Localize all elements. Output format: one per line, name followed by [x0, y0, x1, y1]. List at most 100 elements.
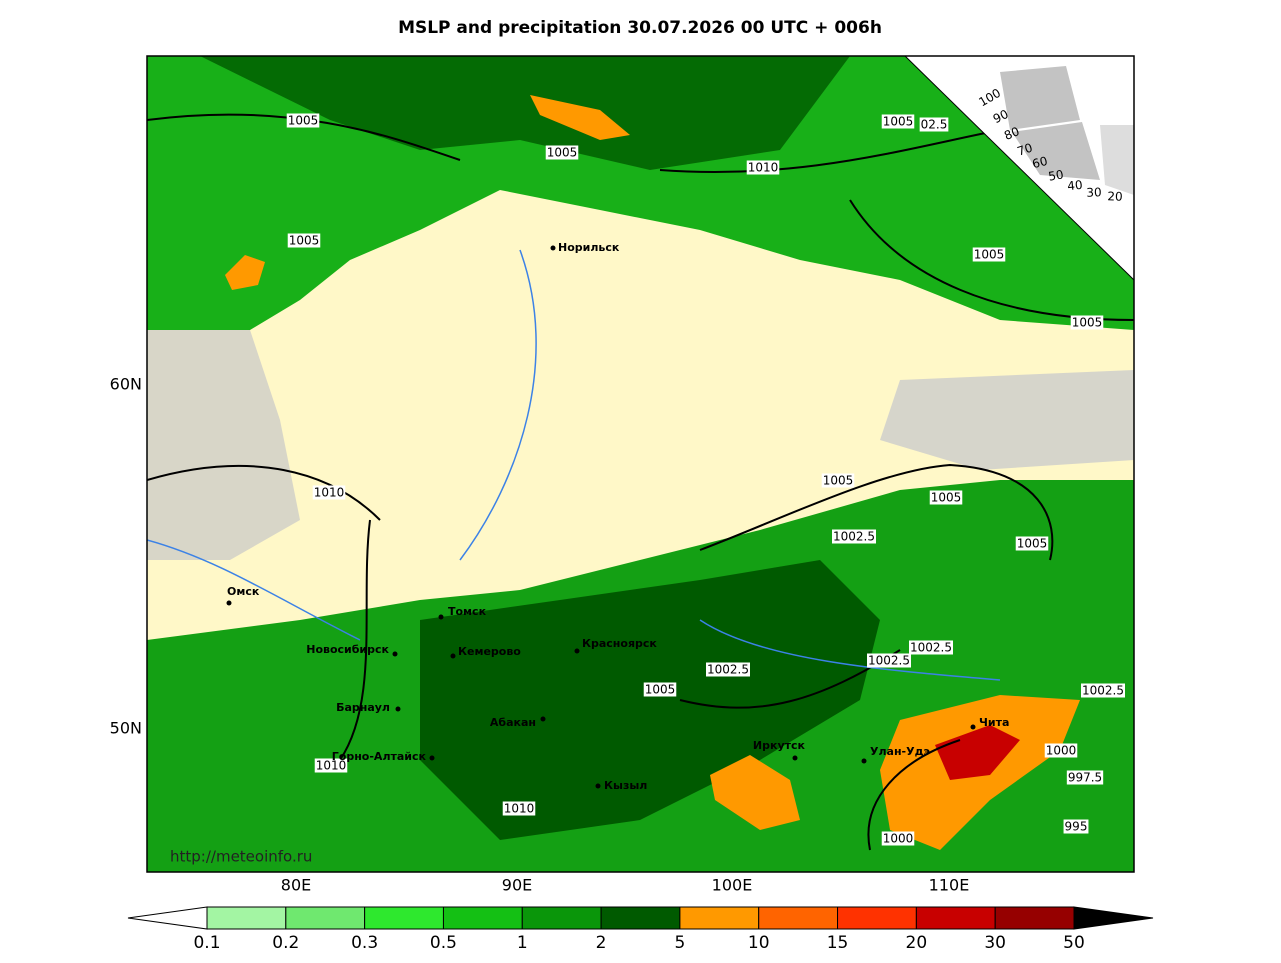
isobar-label-bg [312, 485, 346, 500]
isobar-label-bg [929, 490, 963, 505]
colorbar-label: 2 [596, 933, 607, 953]
isobar-label: 997.5 [1068, 771, 1102, 785]
colorbar-box [285, 906, 366, 930]
colorbar-label: 0.2 [272, 933, 299, 953]
longitude-label: 90E [502, 876, 532, 895]
isobar-label: 1005 [288, 114, 319, 128]
colorbar-label: 50 [1063, 933, 1085, 953]
map-frame [146, 55, 1135, 873]
isobar-label: 1005 [289, 234, 320, 248]
colorbar-box [758, 906, 839, 930]
isobar-label-bg [502, 801, 536, 816]
isobar-label: 1002.5 [1082, 684, 1124, 698]
isobar-label-bg [881, 114, 915, 129]
colorbar-box [915, 906, 996, 930]
city-dot [861, 758, 867, 764]
cloud-scale-label: 50 [1047, 167, 1064, 183]
colorbar-box [994, 906, 1075, 930]
latitude-label: 60N [110, 375, 142, 394]
isobar-label-bg [314, 758, 348, 773]
city-dot [970, 724, 976, 730]
isobar-label: 1010 [316, 759, 347, 773]
colorbar-box [600, 906, 681, 930]
cloud-east [880, 370, 1134, 470]
colorbar-label: 1 [517, 933, 528, 953]
city-dot [392, 651, 398, 657]
cloud-scale-label: 40 [1067, 178, 1084, 194]
colorbar-box [521, 906, 602, 930]
cloud-scale-label: 80 [1002, 124, 1021, 143]
precip-orange [710, 755, 800, 830]
city-label: Кызыл [604, 779, 647, 792]
isobar-label-bg [867, 653, 911, 668]
panel-edge [904, 55, 1135, 281]
isobar-label-bg [746, 160, 780, 175]
city-dot [429, 755, 435, 761]
city-label: Томск [448, 605, 487, 618]
isobar-label: 1005 [645, 683, 676, 697]
isobar-label-bg [1015, 536, 1049, 551]
city-label: Красноярск [582, 637, 657, 650]
isobar-label-bg [1063, 819, 1089, 834]
cloud-scale-label: 30 [1086, 185, 1102, 200]
precip-orange [225, 255, 265, 290]
colorbar-arrow-right [1073, 906, 1154, 930]
city-label: Горно-Алтайск [332, 750, 427, 763]
city-label: Абакан [490, 716, 536, 729]
isobar-label: 1005 [823, 474, 854, 488]
isobar-label-bg [881, 831, 915, 846]
colorbar-label: 20 [906, 933, 928, 953]
isobar-label-bg [287, 233, 321, 248]
city-dot [450, 653, 456, 659]
cloud-scale-wedge [1000, 66, 1100, 180]
isobar-label: 1002.5 [833, 530, 875, 544]
precip-north-heavy [200, 56, 850, 170]
isobar-label: 1000 [1046, 744, 1077, 758]
colorbar-box [679, 906, 760, 930]
city-dot [395, 706, 401, 712]
city-label: Улан-Удэ [870, 745, 930, 758]
isobar-label-bg [545, 145, 579, 160]
isobar-label-bg [919, 117, 949, 132]
isobar-label-bg [909, 640, 953, 655]
isobar-label-bg [821, 473, 855, 488]
city-label: Кемерово [458, 645, 521, 658]
isobar-label: 1005 [974, 248, 1005, 262]
longitude-label: 110E [929, 876, 970, 895]
cloud-scale-label: 20 [1107, 189, 1123, 204]
isobar-label: 1005 [1072, 316, 1103, 330]
isobar-label-bg [286, 113, 320, 128]
isobar-label-bg [1066, 770, 1104, 785]
isobar-label-bg [1070, 315, 1104, 330]
city-dot [550, 245, 556, 251]
city-label: Норильск [558, 241, 620, 254]
city-dot [595, 783, 601, 789]
city-label: Чита [979, 716, 1009, 729]
latitude-label: 50N [110, 719, 142, 738]
isobar-label-bg [972, 247, 1006, 262]
city-dot [792, 755, 798, 761]
colorbar-arrow-left [127, 906, 208, 930]
isobar-label-bg [1044, 743, 1078, 758]
isobar-label: 1005 [547, 146, 578, 160]
isobar-label-bg [643, 682, 677, 697]
colorbar-label: 0.5 [430, 933, 457, 953]
isobar-label: 1010 [748, 161, 779, 175]
city-label: Барнаул [336, 701, 390, 714]
map-area [147, 56, 1134, 872]
longitude-label: 80E [281, 876, 311, 895]
colorbar-box [364, 906, 444, 930]
isobar-label: 1010 [314, 486, 345, 500]
title: MSLP and precipitation 30.07.2026 00 UTC… [398, 18, 882, 38]
colorbar-label: 0.3 [351, 933, 378, 953]
isobar-label-bg [706, 662, 750, 677]
city-label: Новосибирск [306, 643, 389, 656]
colorbar-box [837, 906, 917, 930]
isobar-label: 1005 [931, 491, 962, 505]
city-dot [438, 614, 444, 620]
colorbar-label: 5 [674, 933, 685, 953]
colorbar-label: 30 [984, 933, 1006, 953]
colorbar-box [442, 906, 523, 930]
isobar-label: 1005 [1017, 537, 1048, 551]
city-label: Омск [227, 585, 260, 598]
